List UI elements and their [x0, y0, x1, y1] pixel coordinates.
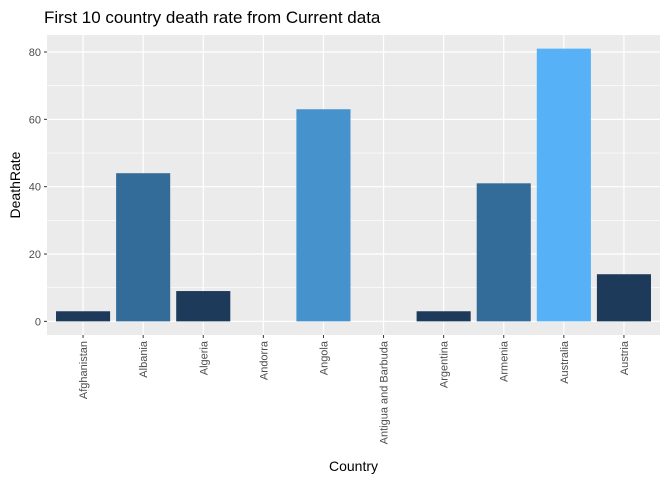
- y-tick-label: 20: [29, 249, 41, 261]
- x-tick-label: Andorra: [258, 340, 270, 380]
- x-tick-label: Argentina: [439, 340, 451, 388]
- bar-afghanistan: [56, 311, 111, 322]
- y-tick-label: 0: [35, 316, 41, 328]
- bar-argentina: [416, 311, 471, 322]
- y-tick-label: 60: [29, 114, 41, 126]
- x-tick-label: Algeria: [198, 340, 210, 375]
- bar-austria: [596, 274, 651, 322]
- x-tick-label: Antigua and Barbuda: [379, 340, 391, 444]
- bar-australia: [536, 48, 591, 322]
- axes: 0 20 40 60 80 Afghanistan Albania Algeria Andorr…: [29, 47, 631, 444]
- bar-armenia: [476, 183, 531, 322]
- x-axis-title: Country: [329, 458, 378, 474]
- y-tick-label: 40: [29, 182, 41, 194]
- x-tick-label: Austria: [619, 340, 631, 375]
- chart-title: First 10 country death rate from Current…: [44, 8, 381, 27]
- x-tick-label: Afghanistan: [78, 341, 90, 399]
- x-tick-label: Angola: [318, 340, 330, 375]
- x-tick-label: Albania: [138, 340, 150, 378]
- y-axis-title: DeathRate: [7, 151, 23, 218]
- x-tick-label: Australia: [559, 340, 571, 384]
- bar-angola: [296, 109, 351, 322]
- x-tick-label: Armenia: [499, 340, 511, 382]
- bar-algeria: [176, 291, 231, 322]
- y-tick-label: 80: [29, 47, 41, 59]
- bar-albania: [116, 173, 171, 322]
- bars: [56, 48, 651, 322]
